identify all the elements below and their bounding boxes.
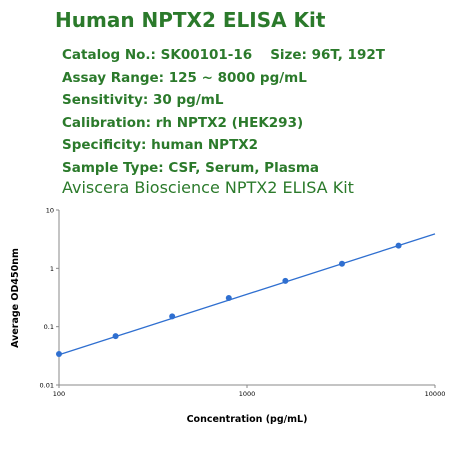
sensitivity: Sensitivity: 30 pg/mL	[62, 92, 224, 108]
x-tick-label: 10000	[425, 390, 446, 398]
data-point	[112, 333, 119, 340]
data-point	[338, 260, 345, 267]
x-tick-label: 1000	[239, 390, 256, 398]
calibration: Calibration: rh NPTX2 (HEK293)	[62, 114, 304, 131]
y-tick-label: 1	[50, 265, 54, 273]
kit-size: Size: 96T, 192T	[270, 47, 385, 63]
x-tick-label: 100	[53, 390, 65, 398]
chart-ticks: 100 1000 10000 10 1 0.1 0.01	[40, 207, 446, 399]
assay-range: Assay Range: 125 ~ 8000 pg/mL	[62, 69, 307, 86]
chart-axes	[58, 210, 435, 386]
product-info-list: Catalog No.: SK00101-16 Size: 96T, 192T A…	[62, 44, 448, 179]
y-axis-label: Average OD450nm	[10, 248, 21, 348]
fit-line	[58, 233, 436, 356]
catalog-line: Catalog No.: SK00101-16 Size: 96T, 192T	[62, 44, 448, 67]
standard-curve-chart: 100 1000 10000 10 1 0.1 0.01 Concentration (pg…	[10, 207, 446, 426]
brand-line: Aviscera Bioscience NPTX2 ELISA Kit	[62, 178, 354, 197]
sample-type: Sample Type: CSF, Serum, Plasma	[62, 159, 320, 176]
catalog-number: Catalog No.: SK00101-16	[62, 47, 253, 63]
data-point	[169, 313, 176, 320]
data-point	[225, 295, 232, 302]
y-tick-label: 10	[46, 207, 54, 215]
fit-line-group	[58, 233, 436, 356]
data-point	[282, 277, 289, 284]
data-points	[56, 242, 402, 357]
x-axis-label: Concentration (pg/mL)	[187, 414, 308, 425]
data-point	[56, 350, 62, 357]
data-point	[395, 242, 402, 249]
page-title: Human NPTX2 ELISA Kit	[55, 8, 326, 32]
y-tick-label: 0.01	[40, 382, 54, 390]
specificity: Specificity: human NPTX2	[62, 137, 259, 153]
y-tick-label: 0.1	[44, 323, 54, 331]
